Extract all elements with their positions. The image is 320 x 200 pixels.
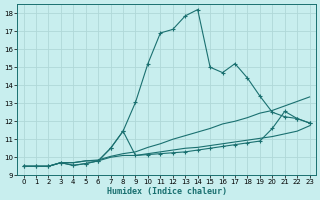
X-axis label: Humidex (Indice chaleur): Humidex (Indice chaleur) [107,187,227,196]
